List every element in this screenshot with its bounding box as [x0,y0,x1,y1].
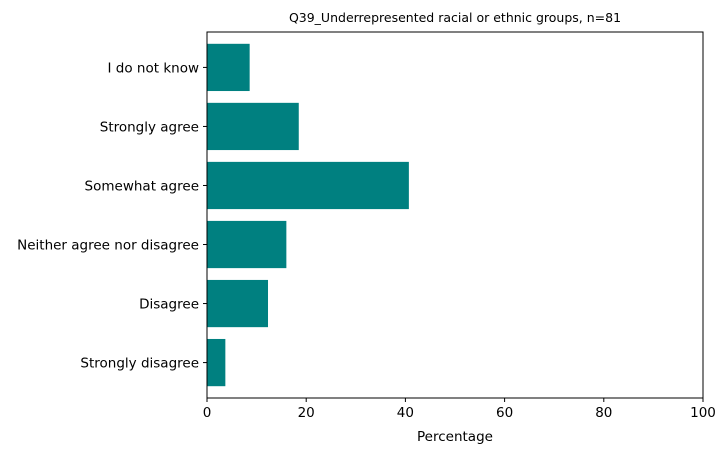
x-axis-label: Percentage [417,429,493,445]
bar [207,220,287,269]
plot-frame [206,31,704,399]
x-tick-label: 0 [203,405,212,421]
x-tick-label: 100 [690,405,716,421]
y-tick-label: Somewhat agree [85,178,199,194]
x-tick-label: 40 [397,405,414,421]
y-axis: Strongly disagree Disagree Neither agree n… [17,60,207,372]
x-tick-label: 80 [595,405,612,421]
x-tick-label: 20 [298,405,315,421]
y-tick-label: Disagree [139,297,199,313]
y-tick-label: Strongly agree [100,119,199,135]
bar [207,279,269,328]
bar [207,102,299,151]
y-tick-label: Strongly disagree [80,356,199,372]
y-tick-label: I do not know [108,60,199,76]
bars-group [207,43,409,387]
x-axis: 0 20 40 60 80 100 [203,398,716,421]
chart-title: Q39_Underrepresented racial or ethnic gr… [289,10,621,25]
bar [207,161,409,210]
bar [207,338,226,387]
y-tick-label: Neither agree nor disagree [17,238,199,254]
bar [207,43,250,92]
x-tick-label: 60 [496,405,513,421]
